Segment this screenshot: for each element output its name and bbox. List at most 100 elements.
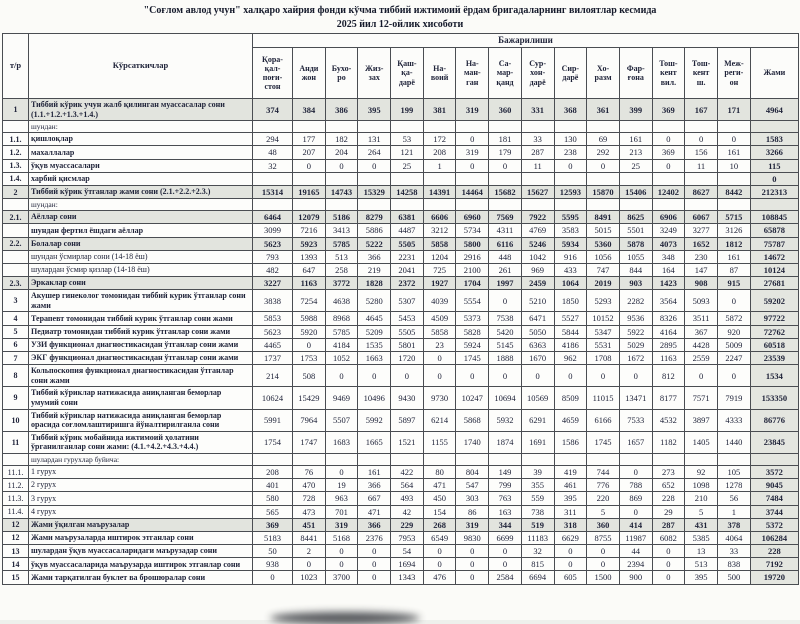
row-value-cell: 9430	[390, 386, 424, 410]
row-value-cell: 564	[390, 478, 424, 493]
row-label: УЗИ функционал диагностикасидан ўтганлар…	[28, 337, 253, 353]
column-header-4: Жиз- зах	[357, 47, 392, 99]
row-value-cell: 25	[618, 158, 653, 173]
column-header-1: Қора- қал- поғи- стон	[252, 47, 293, 99]
row-total-cell: 3744	[749, 504, 800, 519]
row-num	[2, 198, 29, 212]
row-value-cell: 3564	[651, 289, 686, 313]
row-value-cell	[716, 452, 751, 466]
row-value-cell: 10496	[357, 386, 392, 410]
row-value-cell	[455, 452, 490, 466]
column-header-16: Жами	[749, 47, 800, 99]
row-value-cell: 1440	[716, 430, 751, 454]
report-table: т/р Кўрсаткичлар Бажарилиши Қора- қал- п…	[2, 33, 800, 585]
table-row: 15 Жами тарқатилган буклет ва брошюралар …	[2, 570, 800, 585]
row-value-cell: 5210	[520, 289, 555, 313]
row-value-cell: 258	[324, 262, 359, 278]
table-row: 9 Тиббий кўриклар натижасида аниқланган б…	[2, 386, 800, 410]
row-value-cell: 5373	[455, 311, 490, 326]
row-value-cell: 471	[357, 504, 392, 519]
row-value-cell: 10569	[520, 386, 555, 410]
row-value-cell: 199	[390, 97, 424, 122]
row-value-cell: 4638	[324, 289, 359, 313]
row-total-cell: 115	[749, 158, 800, 173]
row-value-cell: 4769	[520, 223, 555, 238]
row-value-cell	[422, 171, 457, 186]
row-total-cell: 75787	[749, 236, 800, 251]
row-value-cell: 29	[651, 504, 686, 519]
row-label: шундан:	[28, 198, 253, 212]
row-num	[2, 262, 29, 278]
row-value-cell: 788	[618, 478, 653, 493]
row-value-cell: 5527	[553, 311, 588, 326]
row-value-cell: 0	[651, 132, 686, 147]
row-value-cell: 210	[684, 491, 718, 506]
row-value-cell: 213	[618, 145, 653, 160]
row-value-cell: 5246	[520, 236, 555, 251]
row-value-cell: 2282	[618, 289, 653, 313]
row-value-cell: 580	[252, 491, 293, 506]
row-value-cell: 869	[618, 491, 653, 506]
row-value-cell: 395	[684, 570, 718, 585]
row-value-cell: 0	[357, 364, 392, 388]
row-value-cell: 2041	[390, 262, 424, 278]
row-value-cell: 1163	[651, 350, 686, 366]
row-total-cell: 4964	[749, 97, 800, 122]
row-value-cell: 130	[553, 132, 588, 147]
row-value-cell: 0	[618, 504, 653, 519]
row-value-cell: 11015	[586, 386, 620, 410]
row-value-cell: 5878	[618, 236, 653, 251]
row-value-cell: 0	[455, 132, 490, 147]
row-value-cell: 2559	[684, 350, 718, 366]
row-value-cell: 1812	[716, 236, 751, 251]
row-value-cell: 2019	[586, 276, 620, 291]
row-value-cell: 1182	[651, 430, 686, 454]
row-value-cell: 3897	[684, 408, 718, 432]
header-num-label: т/р	[2, 33, 29, 99]
row-value-cell: 5934	[553, 236, 588, 251]
row-num: 11.1.	[2, 464, 29, 480]
row-value-cell: 6906	[651, 210, 686, 225]
row-value-cell: 5050	[520, 324, 555, 339]
row-value-cell	[252, 198, 293, 212]
row-value-cell: 8968	[324, 311, 359, 326]
row-value-cell: 366	[357, 249, 392, 264]
row-value-cell: 2100	[455, 262, 490, 278]
table-row: шулардан гурухлар буйича:	[2, 452, 800, 466]
row-value-cell: 513	[324, 249, 359, 264]
row-value-cell: 7569	[488, 210, 522, 225]
column-header-3: Бухо- ро	[324, 47, 359, 99]
row-label: шундан:	[28, 120, 253, 134]
row-value-cell: 461	[553, 478, 588, 493]
row-value-cell: 5222	[357, 236, 392, 251]
row-label: шулардан ўсмир қизлар (14-18 ёш)	[28, 262, 253, 278]
row-value-cell: 0	[586, 544, 620, 559]
row-num: 13	[2, 544, 29, 559]
row-value-cell: 5920	[292, 324, 326, 339]
row-value-cell: 838	[716, 557, 751, 572]
row-value-cell: 219	[357, 262, 392, 278]
row-value-cell: 4428	[684, 337, 718, 353]
row-value-cell: 15406	[618, 184, 653, 200]
row-value-cell: 0	[324, 158, 359, 173]
row-value-cell: 0	[520, 364, 555, 388]
row-value-cell: 1657	[618, 430, 653, 454]
row-value-cell: 204	[324, 145, 359, 160]
row-value-cell: 0	[357, 158, 392, 173]
row-value-cell: 422	[390, 464, 424, 480]
row-value-cell: 0	[252, 570, 293, 585]
row-value-cell: 1423	[651, 276, 686, 291]
row-value-cell: 0	[422, 350, 457, 366]
row-value-cell: 374	[252, 97, 293, 122]
row-value-cell: 0	[553, 544, 588, 559]
row-value-cell: 360	[488, 97, 522, 122]
row-total-cell: 1534	[749, 364, 800, 388]
column-header-2: Анди жон	[292, 47, 326, 99]
row-value-cell: 80	[422, 464, 457, 480]
row-value-cell: 5360	[586, 236, 620, 251]
row-value-cell: 0	[716, 132, 751, 147]
row-value-cell: 6116	[488, 236, 522, 251]
row-value-cell: 4659	[553, 408, 588, 432]
row-value-cell	[553, 198, 588, 212]
row-total-cell: 5372	[749, 517, 800, 532]
